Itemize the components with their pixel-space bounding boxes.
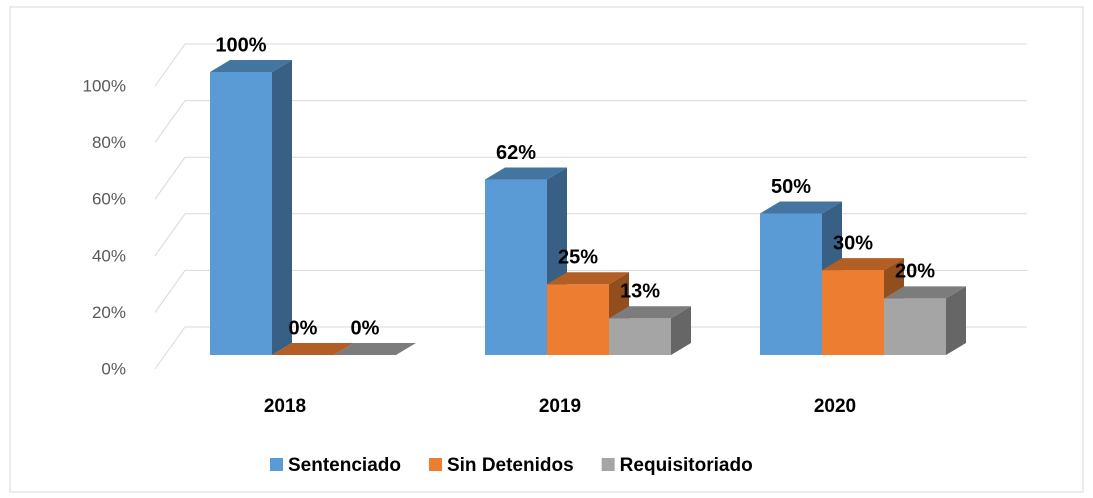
y-tick-label: 100% <box>83 76 126 95</box>
grid-line-depth <box>154 43 186 87</box>
bar <box>485 167 567 355</box>
bar <box>884 286 966 355</box>
grid-line-depth <box>154 270 186 313</box>
bar-front <box>884 298 946 355</box>
bar-top <box>609 306 691 319</box>
bar-top <box>485 167 567 180</box>
y-tick-label: 80% <box>92 133 126 152</box>
legend-swatch <box>601 458 615 471</box>
bar-side <box>671 306 691 355</box>
value-label: 20% <box>895 261 935 283</box>
x-tick-label: 2019 <box>539 396 581 417</box>
bar-front <box>609 318 671 355</box>
grid-line-depth <box>154 213 186 257</box>
bar-top <box>547 272 629 285</box>
bar-top <box>272 343 354 355</box>
grid-line-depth <box>154 326 186 370</box>
bar <box>272 343 354 355</box>
y-tick-label: 40% <box>92 246 126 265</box>
y-tick-label: 20% <box>92 303 126 322</box>
bar-front <box>822 270 884 355</box>
x-tick-label: 2020 <box>814 396 856 417</box>
bar <box>210 60 292 355</box>
value-label: 13% <box>620 280 660 302</box>
bar-top <box>760 201 842 214</box>
legend-label: Sin Detenidos <box>447 455 574 476</box>
legend-swatch <box>428 458 442 471</box>
y-tick-label: 60% <box>92 190 126 209</box>
legend-label: Requisitoriado <box>620 455 753 476</box>
grid-line-depth <box>154 156 186 200</box>
bar-top <box>884 286 966 299</box>
bar <box>334 343 416 355</box>
bar-top <box>334 343 416 355</box>
legend-swatch <box>270 458 283 471</box>
value-label: 30% <box>833 232 873 254</box>
value-label: 100% <box>215 34 266 56</box>
value-label: 50% <box>771 176 811 198</box>
value-label: 62% <box>496 142 536 164</box>
bar-top <box>822 258 904 271</box>
value-label: 0% <box>289 317 318 339</box>
legend-label: Sentenciado <box>288 455 401 476</box>
y-tick-label: 0% <box>101 359 126 378</box>
bar <box>609 306 691 355</box>
value-label: 0% <box>351 317 380 339</box>
bar-side <box>272 60 292 355</box>
bar <box>760 201 842 355</box>
bar-front <box>760 213 822 355</box>
bar-front <box>210 72 272 355</box>
value-label: 25% <box>558 247 598 269</box>
bar-side <box>946 286 966 355</box>
bar-front <box>547 284 609 355</box>
bar-top <box>210 60 292 72</box>
x-tick-label: 2018 <box>264 396 306 417</box>
bar-front <box>485 179 547 355</box>
grid-line-depth <box>154 100 186 143</box>
